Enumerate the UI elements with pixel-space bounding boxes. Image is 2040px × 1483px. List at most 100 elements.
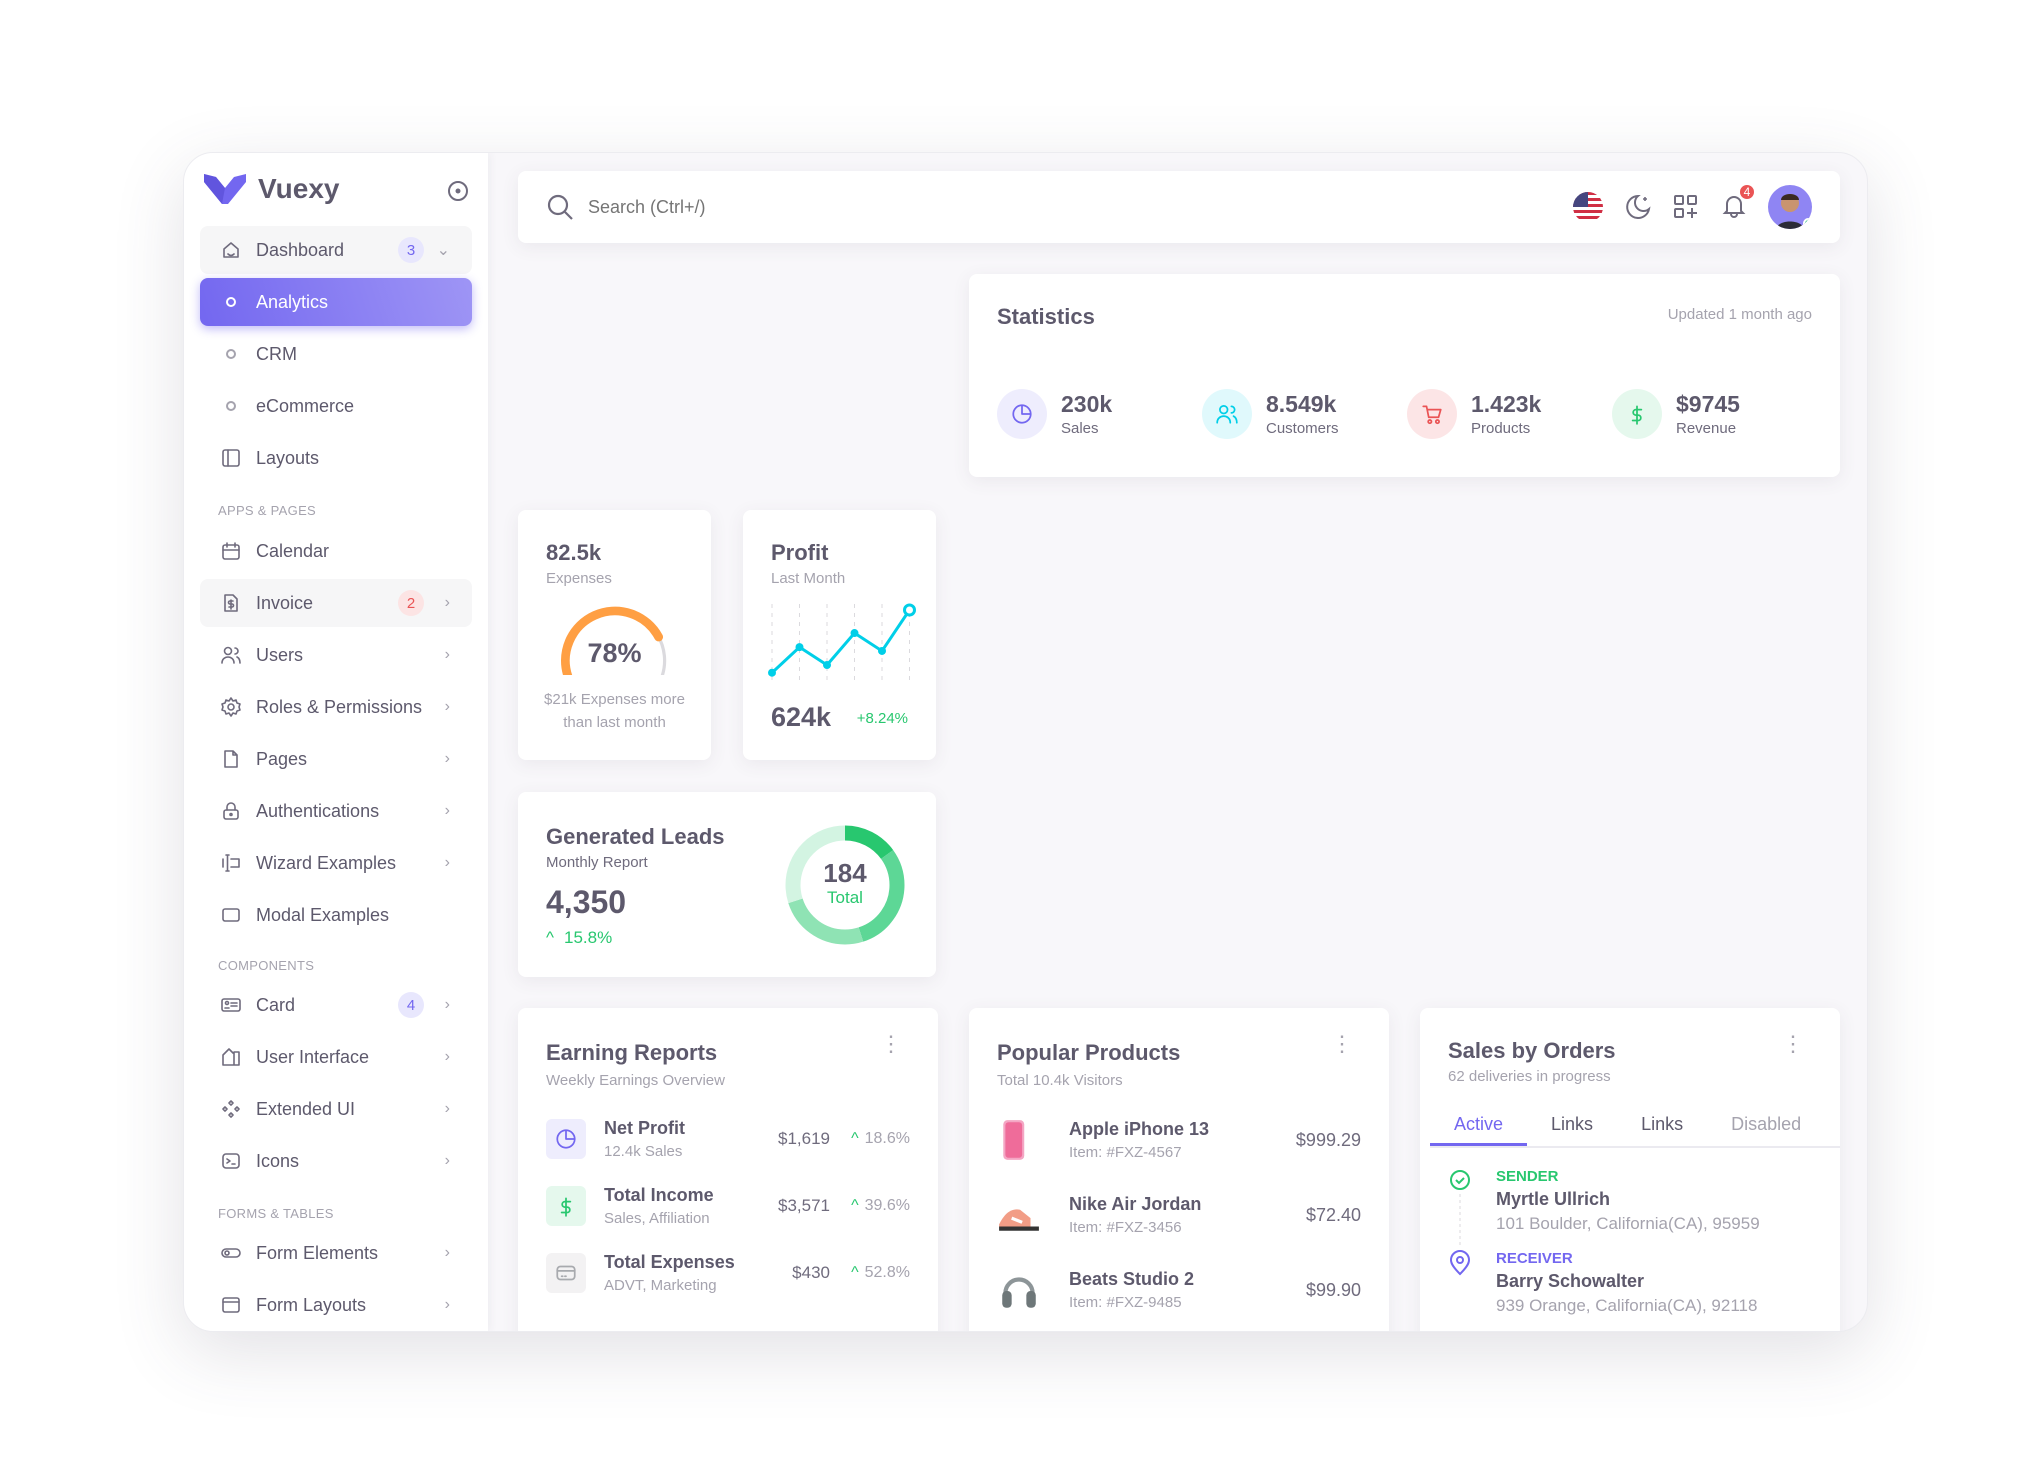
top-navbar: 4 (518, 171, 1840, 243)
product-row[interactable]: Apple iPhone 13 Item: #FXZ-4567 $999.29 (997, 1118, 1361, 1162)
stat-value: 230k (1061, 391, 1113, 417)
chevron-right-icon: › (444, 698, 450, 715)
us-flag-icon[interactable] (1572, 191, 1604, 223)
arrow-up-icon: ^ (851, 1264, 859, 1281)
sidebar-item-analytics[interactable]: Analytics (200, 278, 472, 326)
sidebar-item-label: CRM (256, 343, 297, 364)
orders-subtitle: 62 deliveries in progress (1448, 1068, 1611, 1085)
sidebar-item-layouts[interactable]: Layouts (200, 434, 472, 482)
search-input[interactable] (588, 196, 1188, 218)
stat-sales: 230k Sales (997, 389, 1112, 439)
profit-value: 624k (771, 702, 832, 732)
tab-links[interactable]: Links (1551, 1114, 1594, 1134)
users-icon (221, 646, 241, 664)
shortcuts-grid-icon[interactable] (1672, 193, 1700, 221)
tab-active[interactable]: Active (1430, 1102, 1528, 1146)
stat-label: Sales (1061, 420, 1099, 437)
phone-icon (1003, 1120, 1025, 1160)
product-row[interactable]: Beats Studio 2 Item: #FXZ-9485 $99.90 (997, 1268, 1361, 1312)
sender-name: Myrtle Ullrich (1496, 1189, 1611, 1209)
product-name: Nike Air Jordan (1069, 1194, 1202, 1214)
user-avatar[interactable] (1768, 185, 1812, 229)
sidebar-item-card[interactable]: Card 4 › (200, 981, 472, 1029)
sidebar-item-crm[interactable]: CRM (200, 330, 472, 378)
earning-row-amount: $430 (792, 1263, 830, 1282)
sender-address: 101 Boulder, California(CA), 95959 (1496, 1214, 1760, 1233)
arrow-up-icon: ^ (851, 1130, 859, 1147)
avatar-image-icon (1776, 194, 1804, 229)
sidebar-toggle-button[interactable] (447, 180, 469, 207)
sidebar-item-dashboard[interactable]: Dashboard 3 ⌄ (200, 226, 472, 274)
sidebar-item-label: Extended UI (256, 1098, 356, 1119)
currency-dollar-icon (1631, 405, 1643, 425)
product-price: $99.90 (1305, 1279, 1361, 1300)
sidebar-item-ecommerce[interactable]: eCommerce (200, 382, 472, 430)
sidebar-item-users[interactable]: Users › (200, 631, 472, 679)
circle-dot-icon (448, 181, 468, 201)
chevron-right-icon: › (444, 1244, 450, 1261)
arrow-up-icon: ^ (851, 1197, 859, 1214)
sidebar-item-invoice[interactable]: Invoice 2 › (200, 579, 472, 627)
statistics-card: Statistics Updated 1 month ago 230k Sales… (969, 274, 1840, 477)
toggle-icon (221, 1248, 241, 1258)
chevron-right-icon: › (444, 802, 450, 819)
earning-row-amount: $3,571 (778, 1196, 830, 1215)
profit-point (878, 646, 886, 655)
sidebar-item-roles-permissions[interactable]: Roles & Permissions › (200, 683, 472, 731)
moon-stars-icon[interactable] (1624, 193, 1652, 221)
leads-value: 4,350 (546, 884, 627, 920)
stat-value: 1.423k (1471, 391, 1542, 417)
earning-row-sub: ADVT, Marketing (604, 1277, 717, 1294)
notifications-button[interactable]: 4 (1720, 182, 1756, 224)
tab-links-2[interactable]: Links (1641, 1114, 1684, 1134)
earning-row: Total Expenses ADVT, Marketing $430 ^ 52.8% (546, 1252, 910, 1294)
product-price: $999.29 (1295, 1129, 1361, 1150)
earning-row-change: ^ 18.6% (830, 1130, 910, 1148)
sidebar-item-form-layouts[interactable]: Form Layouts › (200, 1281, 472, 1329)
sidebar-item-icons[interactable]: Icons › (200, 1137, 472, 1185)
sidebar-item-label: Roles & Permissions (256, 696, 423, 717)
sidebar-item-label: Pages (256, 748, 308, 769)
sidebar-item-calendar[interactable]: Calendar (200, 527, 472, 575)
settings-icon (221, 697, 241, 717)
product-row[interactable]: Nike Air Jordan Item: #FXZ-3456 $72.40 (997, 1193, 1361, 1237)
sidebar-item-modal-examples[interactable]: Modal Examples (200, 891, 472, 939)
sidebar-item-label: Layouts (256, 447, 320, 468)
profit-point (768, 668, 776, 677)
stat-label: Products (1471, 420, 1531, 437)
donut-total-value: 184 (823, 858, 867, 888)
earning-row-sub: 12.4k Sales (604, 1143, 683, 1160)
orders-more-button[interactable]: ⋮ (1782, 1031, 1804, 1056)
notification-count-badge: 4 (1738, 182, 1756, 201)
layout-sidebar-icon (222, 449, 240, 467)
profit-card: Profit Last Month 624k +8.24% (743, 510, 936, 760)
sidebar-item-extended-ui[interactable]: Extended UI › (200, 1085, 472, 1133)
stat-value: $9745 (1676, 391, 1740, 417)
chevron-right-icon: › (444, 1296, 450, 1313)
shoe-icon (999, 1209, 1039, 1231)
sidebar-item-pages[interactable]: Pages › (200, 735, 472, 783)
popular-products-card: Popular Products Total 10.4k Visitors ⋮ … (969, 1008, 1389, 1331)
profit-point (903, 603, 916, 617)
leads-change-value: 15.8% (563, 928, 613, 947)
sidebar-item-authentications[interactable]: Authentications › (200, 787, 472, 835)
earning-row-change: ^ 52.8% (830, 1264, 910, 1282)
expenses-label: Expenses (546, 570, 612, 587)
earning-row: Total Income Sales, Affiliation $3,571 ^ 39.… (546, 1185, 910, 1227)
sidebar-item-user-interface[interactable]: User Interface › (200, 1033, 472, 1081)
logo[interactable]: Vuexy (204, 173, 339, 205)
calendar-icon (222, 542, 240, 560)
popular-more-button[interactable]: ⋮ (1331, 1031, 1353, 1056)
sidebar-item-wizard-examples[interactable]: Wizard Examples › (200, 839, 472, 887)
sidebar-item-form-elements[interactable]: Form Elements › (200, 1229, 472, 1277)
sidebar-item-label: Form Elements (256, 1242, 379, 1263)
expenses-note: $21k Expenses more than last month (544, 691, 685, 731)
stat-label: Revenue (1676, 420, 1737, 437)
id-card-icon (221, 998, 241, 1012)
profit-title: Profit (771, 540, 829, 565)
earning-more-button[interactable]: ⋮ (880, 1031, 902, 1056)
earning-row-change: ^ 39.6% (830, 1197, 910, 1215)
sidebar-item-label: Modal Examples (256, 904, 390, 925)
product-item-id: Item: #FXZ-9485 (1069, 1294, 1182, 1311)
chevron-right-icon: › (444, 750, 450, 767)
